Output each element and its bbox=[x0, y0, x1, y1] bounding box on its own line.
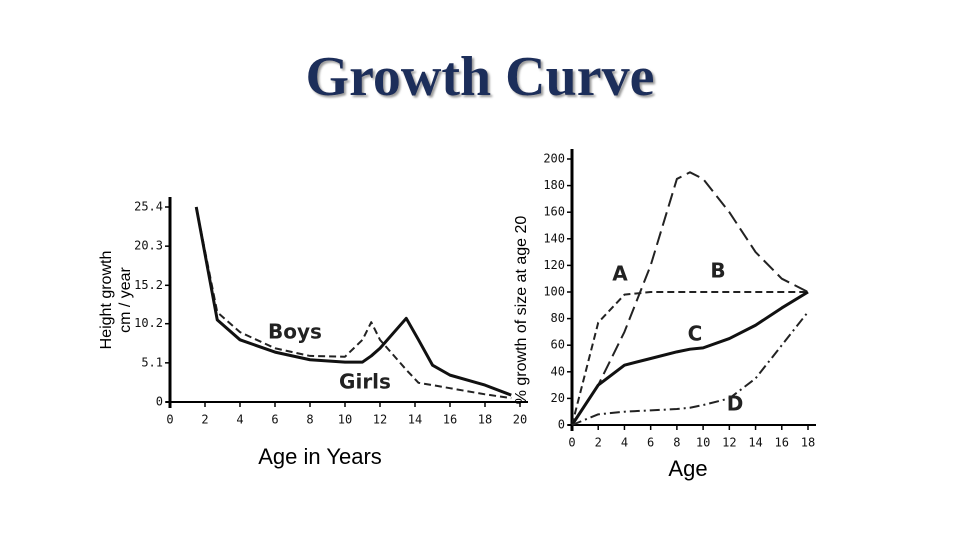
y-tick-label: 15.2 bbox=[134, 278, 163, 292]
y-tick-label: 180 bbox=[543, 178, 565, 192]
x-tick-label: 6 bbox=[271, 413, 278, 427]
series-label: Boys bbox=[268, 320, 322, 344]
series-label: C bbox=[688, 322, 703, 346]
x-axis-title: Age in Years bbox=[258, 444, 382, 469]
y-tick-label: 120 bbox=[543, 258, 565, 272]
x-tick-label: 10 bbox=[696, 436, 710, 450]
y-tick-label: 40 bbox=[551, 364, 565, 378]
x-tick-label: 2 bbox=[595, 436, 602, 450]
y-tick-label: 5.1 bbox=[141, 355, 163, 369]
series-label: B bbox=[710, 259, 725, 283]
y-tick-label: 20 bbox=[551, 391, 565, 405]
series-label: A bbox=[612, 262, 628, 286]
series-line bbox=[195, 206, 512, 400]
x-tick-label: 16 bbox=[443, 413, 457, 427]
y-tick-label: 0 bbox=[156, 395, 163, 409]
x-tick-label: 6 bbox=[647, 436, 654, 450]
x-tick-label: 12 bbox=[373, 413, 387, 427]
x-tick-label: 8 bbox=[673, 436, 680, 450]
x-tick-label: 0 bbox=[166, 413, 173, 427]
slide-title: Growth Curve bbox=[306, 46, 655, 108]
x-tick-label: 2 bbox=[201, 413, 208, 427]
x-tick-label: 10 bbox=[338, 413, 352, 427]
y-tick-label: 80 bbox=[551, 311, 565, 325]
x-tick-label: 18 bbox=[478, 413, 492, 427]
y-tick-label: 60 bbox=[551, 338, 565, 352]
x-tick-label: 14 bbox=[408, 413, 422, 427]
y-tick-label: 200 bbox=[543, 152, 565, 166]
y-tick-label: 0 bbox=[558, 418, 565, 432]
x-axis-title: Age bbox=[668, 456, 707, 481]
series-line bbox=[571, 311, 809, 426]
y-axis-title: cm / year bbox=[117, 266, 134, 332]
x-tick-label: 4 bbox=[621, 436, 628, 450]
x-tick-label: 12 bbox=[722, 436, 736, 450]
x-tick-label: 16 bbox=[775, 436, 789, 450]
x-tick-label: 4 bbox=[236, 413, 243, 427]
x-tick-label: 18 bbox=[801, 436, 815, 450]
y-tick-label: 10.2 bbox=[134, 316, 163, 330]
series-line bbox=[194, 206, 512, 397]
series-line bbox=[571, 171, 809, 426]
y-tick-label: 100 bbox=[543, 285, 565, 299]
series-line bbox=[570, 290, 809, 426]
y-tick-label: 160 bbox=[543, 205, 565, 219]
y-tick-label: 140 bbox=[543, 231, 565, 245]
y-axis-title: % growth of size at age 20 bbox=[513, 216, 530, 405]
series-line bbox=[571, 291, 808, 426]
series-label: Girls bbox=[339, 370, 391, 394]
series-label: D bbox=[727, 392, 744, 416]
y-tick-label: 25.4 bbox=[134, 200, 163, 214]
x-tick-label: 14 bbox=[748, 436, 762, 450]
x-tick-label: 8 bbox=[306, 413, 313, 427]
x-tick-label: 20 bbox=[513, 413, 527, 427]
y-axis-title: Height growth bbox=[98, 251, 115, 350]
x-tick-label: 0 bbox=[568, 436, 575, 450]
y-tick-label: 20.3 bbox=[134, 239, 163, 253]
